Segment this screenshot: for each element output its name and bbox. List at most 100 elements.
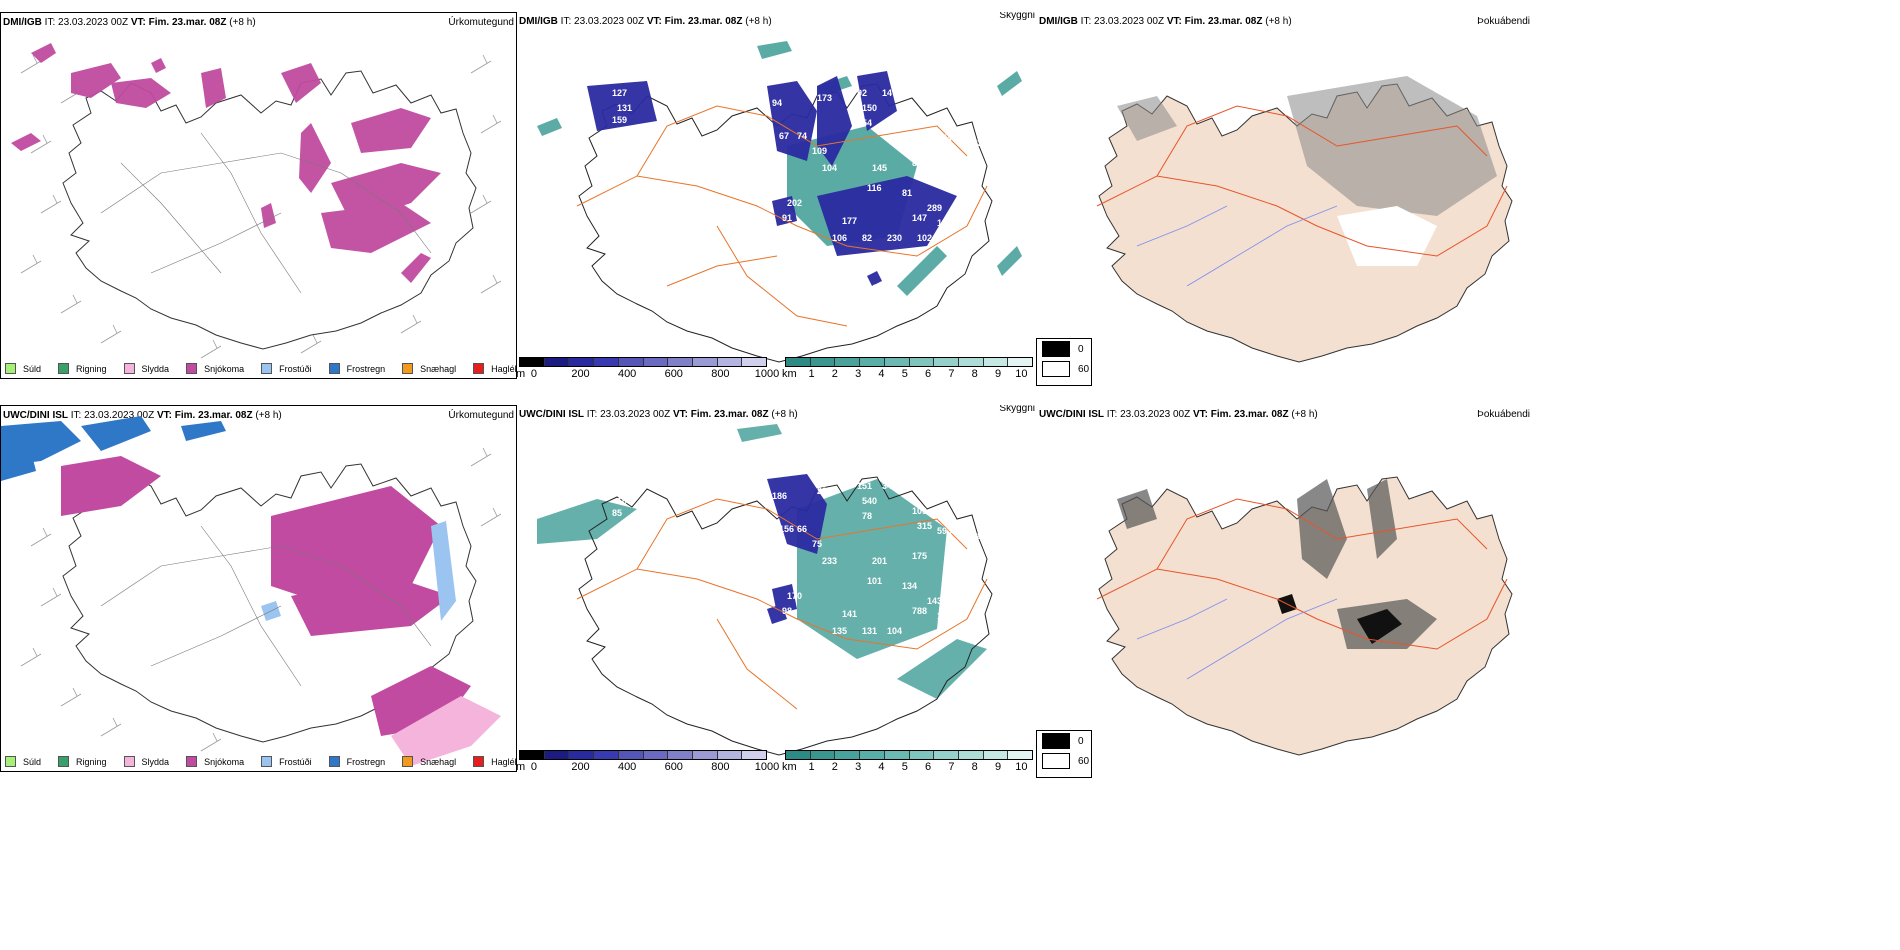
legend-label: Súld: [23, 756, 42, 767]
visibility-value-label: 135: [832, 626, 847, 636]
visibility-value-label: 142: [717, 218, 732, 228]
visibility-segment: [860, 358, 885, 366]
legend-swatch: [58, 756, 70, 767]
vis-header-1: DMI/IGB IT: 23.03.2023 00Z VT: Fim. 23.m…: [519, 12, 1035, 29]
visibility-value-label: 75: [812, 539, 822, 549]
visibility-value-label: 175: [912, 551, 927, 561]
legend-item: Slydda: [123, 756, 169, 767]
visibility-tick: 1: [808, 368, 815, 379]
visibility-value-label: 94: [772, 98, 782, 108]
legend-label: Frostúði: [279, 363, 312, 374]
precip-areas: [1, 416, 501, 766]
legend-item: Rigning: [58, 363, 107, 374]
cloud-title: Þokuábendi: [1477, 409, 1530, 420]
dense-fog-areas: [1277, 594, 1402, 644]
clear-areas: [1337, 206, 1437, 266]
ceiling-segment: [594, 358, 619, 366]
visibility-segment: [810, 751, 836, 759]
ceiling-tick: 200: [571, 761, 590, 772]
visibility-tick: 4: [878, 368, 885, 379]
lead-time: (+8 h): [745, 16, 772, 27]
ceiling-colorbar-2: m 0 200 400 600 800 1000: [517, 750, 779, 772]
visibility-segment: [835, 751, 861, 759]
vis-header-2: UWC/DINI ISL IT: 23.03.2023 00Z VT: Fim.…: [519, 405, 1035, 422]
visibility-panel-2: UWC/DINI ISL IT: 23.03.2023 00Z VT: Fim.…: [517, 405, 1037, 772]
legend-low-label: 60: [1078, 363, 1090, 375]
visibility-segment: [909, 751, 935, 759]
visibility-value-label: 104: [822, 163, 837, 173]
visibility-value-label: 67: [779, 131, 789, 141]
ceiling-segment: [668, 751, 693, 759]
legend-swatch: [123, 756, 135, 767]
legend-swatch: [186, 756, 198, 767]
visibility-value-label: 177: [842, 216, 857, 226]
precip-panel-2: UWC/DINI ISL IT: 23.03.2023 00Z VT: Fim.…: [0, 405, 517, 772]
ceiling-segment: [717, 358, 743, 366]
visibility-tick: 2: [831, 761, 838, 772]
ceiling-segment: [544, 358, 570, 366]
legend-item: Frostúði: [261, 756, 312, 767]
legend-swatch: [261, 756, 273, 767]
ceiling-colorbar-1: m 0 200 400 600 800 1000: [517, 357, 779, 379]
visibility-tick: 5: [901, 761, 908, 772]
precip-panel-1: DMI/IGB IT: 23.03.2023 00Z VT: Fim. 23.m…: [0, 12, 517, 379]
legend-item: Frostregn: [328, 756, 385, 767]
legend-label: Súld: [23, 363, 42, 374]
it-label: IT:: [586, 409, 598, 420]
visibility-value-label: 348: [882, 481, 897, 491]
ceiling-segment: [668, 358, 693, 366]
it-label: IT:: [44, 17, 56, 28]
ceiling-tick: 200: [571, 368, 590, 379]
ceiling-segment: [520, 751, 545, 759]
ceiling-segment: [520, 358, 545, 366]
precip-title: Úrkomutegund: [448, 17, 514, 28]
legend-swatch: [402, 756, 414, 767]
legend-swatch: [186, 363, 198, 374]
visibility-value-label: 788: [912, 606, 927, 616]
precip-legend-2: Súld Rigning Slydda Snjókoma Frostúði Frostre…: [5, 756, 516, 767]
visibility-segment: [1008, 751, 1033, 759]
visibility-tick: 6: [925, 761, 932, 772]
ceiling-segment: [569, 358, 595, 366]
lead-time: (+8 h): [1291, 409, 1318, 420]
legend-label: Rigning: [76, 756, 107, 767]
visibility-value-label: 233: [822, 556, 837, 566]
vis-areas: [537, 41, 1022, 296]
visibility-value-label: 170: [787, 591, 802, 601]
visibility-value-label: 186: [772, 491, 787, 501]
visibility-tick: 9: [994, 368, 1002, 379]
precip-header-2: UWC/DINI ISL IT: 23.03.2023 00Z VT: Fim.…: [3, 409, 514, 423]
visibility-value-label: 963: [547, 431, 562, 441]
visibility-value-label: 127: [612, 88, 627, 98]
legend-item: Rigning: [58, 756, 107, 767]
visibility-value-label: 289: [927, 203, 942, 213]
visibility-segment: [983, 358, 1009, 366]
visibility-value-label: 161: [727, 203, 742, 213]
visibility-value-label: 73: [677, 486, 687, 496]
roads: [100, 132, 432, 294]
ceiling-segment: [742, 358, 767, 366]
legend-swatch: [328, 756, 340, 767]
legend-swatch: [402, 363, 414, 374]
visibility-tick: 8: [971, 368, 978, 379]
it-value: 23.03.2023 00Z: [600, 409, 671, 420]
visibility-value-label: 85: [612, 508, 622, 518]
vis-title: Skyggni: [999, 12, 1035, 21]
lead-time: (+8 h): [229, 17, 256, 28]
visibility-value-label: 173: [627, 461, 642, 471]
visibility-value-label: 116: [867, 183, 882, 193]
visibility-value-label: 92: [857, 88, 867, 98]
visibility-value-label: 102: [917, 233, 932, 243]
visibility-value-label: 226: [817, 486, 832, 496]
visibility-value-label: 147: [912, 213, 927, 223]
vt-value: Fim. 23.mar. 08Z: [664, 16, 743, 27]
ceiling-areas: [767, 474, 827, 624]
visibility-tick: 7: [948, 761, 955, 772]
legend-item: Súld: [5, 756, 41, 767]
legend-item: Haglél: [473, 363, 516, 374]
visibility-value-label: 221: [767, 546, 782, 556]
visibility-tick: 4: [878, 761, 885, 772]
